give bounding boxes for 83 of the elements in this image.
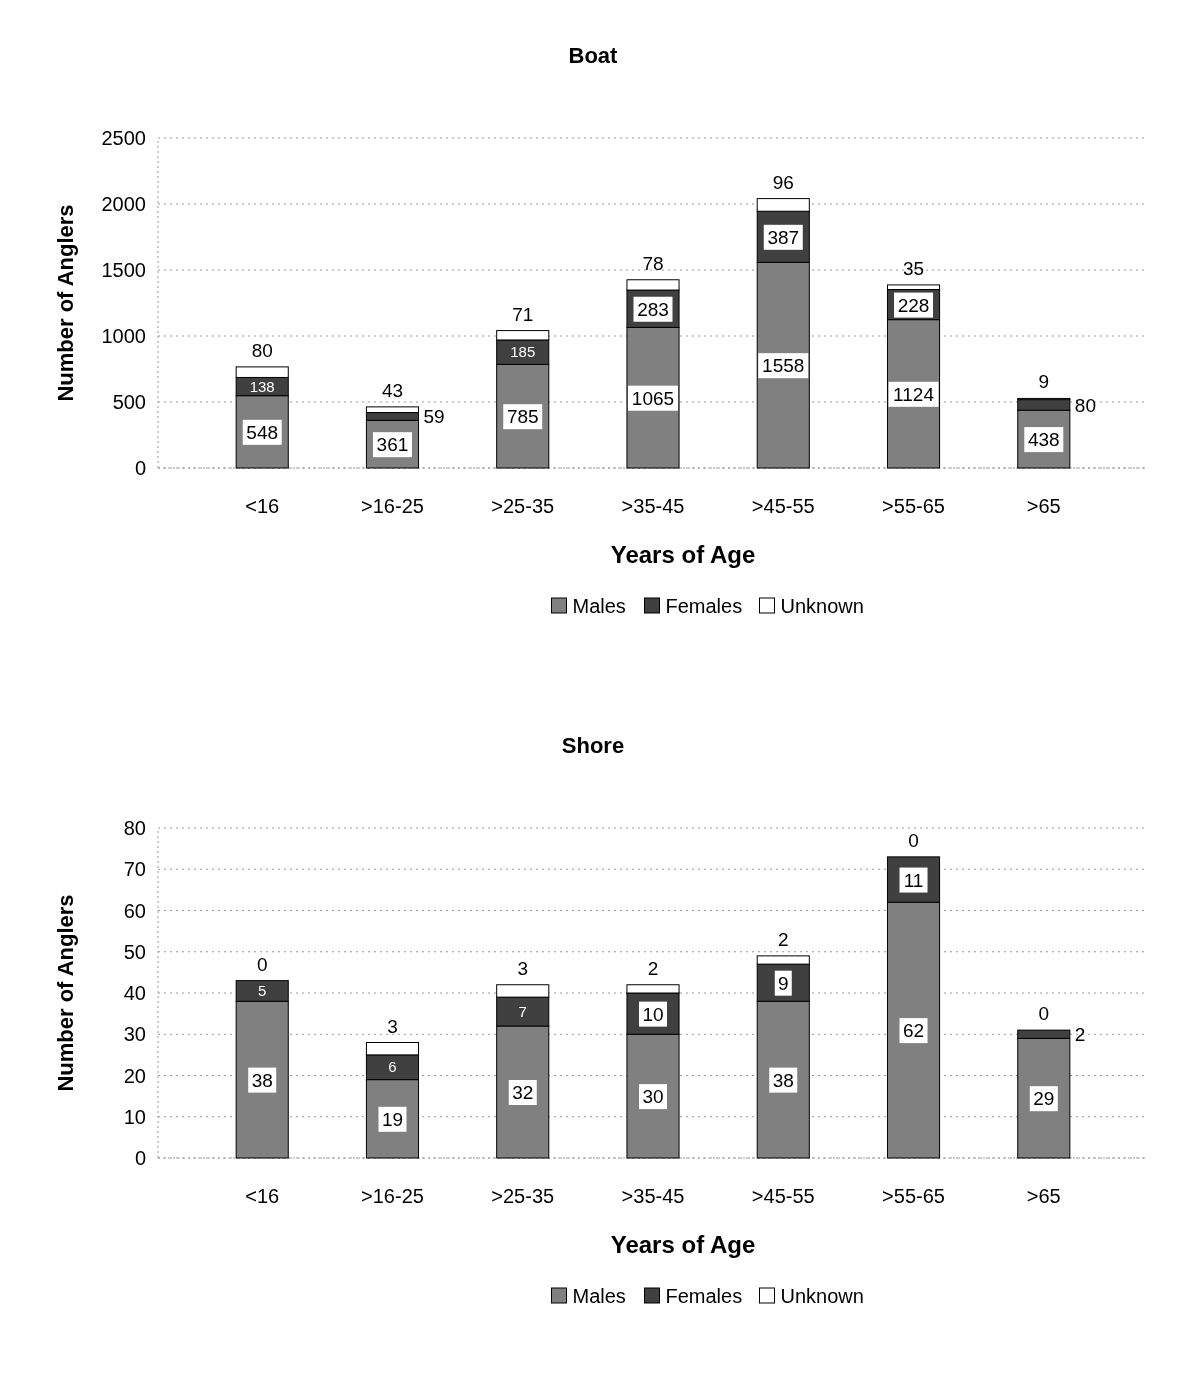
data-label: 0 — [908, 829, 919, 851]
data-label: 80 — [251, 339, 273, 361]
data-label: 6 — [388, 1058, 397, 1076]
x-tick-label: >55-65 — [882, 495, 945, 517]
data-label: 38 — [251, 1069, 273, 1091]
x-tick-label: >35-45 — [621, 495, 685, 517]
x-tick-label: >25-35 — [491, 1185, 555, 1207]
data-label: 2 — [777, 928, 789, 950]
y-tick-label: 0 — [134, 457, 146, 479]
x-tick-label: >25-35 — [491, 495, 555, 517]
y-tick-label: 2000 — [101, 193, 146, 215]
data-label: 78 — [642, 252, 664, 274]
legend-label: Unknown — [780, 1285, 864, 1307]
data-label: 29 — [1033, 1088, 1055, 1110]
y-axis-title: Number of Anglers — [53, 894, 78, 1092]
data-label: 185 — [510, 343, 536, 361]
x-tick-label: >16-25 — [361, 495, 424, 517]
data-label: 9 — [777, 972, 789, 994]
chart-title: Boat — [568, 43, 619, 68]
data-label: 548 — [246, 421, 279, 443]
data-label: 96 — [772, 171, 794, 193]
y-tick-label: 0 — [134, 1147, 146, 1169]
data-label: 32 — [512, 1082, 534, 1103]
x-tick-label: >65 — [1026, 495, 1061, 517]
data-label: 2 — [1074, 1024, 1086, 1046]
y-tick-label: 70 — [123, 858, 146, 881]
data-label: 361 — [376, 434, 409, 456]
y-tick-label: 20 — [123, 1064, 146, 1087]
y-tick-label: 60 — [123, 899, 146, 922]
data-label: 71 — [512, 303, 534, 325]
legend-label: Females — [665, 595, 743, 617]
data-label: 438 — [1027, 429, 1060, 451]
data-label: 228 — [897, 294, 930, 316]
y-tick-label: 80 — [123, 817, 146, 839]
data-label: 3 — [517, 957, 529, 979]
data-label: 80 — [1074, 394, 1096, 416]
x-tick-label: >55-65 — [882, 1185, 945, 1207]
legend-label: Males — [572, 595, 626, 617]
data-label: 387 — [767, 226, 800, 248]
y-tick-label: 1000 — [101, 325, 146, 347]
data-label: 1065 — [631, 387, 675, 409]
data-label: 10 — [642, 1003, 664, 1025]
y-tick-label: 30 — [123, 1023, 146, 1046]
y-tick-label: 2500 — [101, 127, 146, 149]
data-label: 35 — [902, 257, 925, 279]
data-label: 7 — [518, 1002, 527, 1020]
data-label: 59 — [423, 406, 445, 428]
data-label: 2 — [647, 957, 659, 979]
data-label: 785 — [506, 406, 539, 428]
data-label: 283 — [637, 298, 669, 320]
x-tick-label: >35-45 — [621, 1185, 685, 1207]
data-label: 11 — [903, 869, 924, 891]
data-label: 38 — [772, 1069, 794, 1091]
x-tick-label: >45-55 — [751, 495, 815, 517]
data-label: 62 — [902, 1020, 925, 1042]
y-tick-label: 500 — [112, 391, 146, 413]
data-label: 3 — [387, 1015, 398, 1037]
y-tick-label: 40 — [123, 982, 146, 1004]
x-tick-label: >45-55 — [751, 1185, 815, 1207]
data-label: 0 — [256, 953, 268, 975]
y-tick-label: 50 — [123, 940, 146, 963]
x-axis-title: Years of Age — [610, 1231, 756, 1258]
y-tick-label: 10 — [123, 1105, 146, 1128]
legend-label: Females — [665, 1285, 743, 1307]
x-tick-label: <16 — [245, 495, 280, 517]
x-tick-label: >65 — [1026, 1185, 1061, 1207]
data-label: 1124 — [893, 383, 935, 405]
x-tick-label: >16-25 — [361, 1185, 424, 1207]
x-tick-label: <16 — [245, 1185, 280, 1207]
legend-label: Males — [572, 1285, 626, 1307]
legend-label: Unknown — [780, 595, 864, 617]
data-label: 30 — [642, 1086, 664, 1108]
data-label: 43 — [381, 379, 404, 401]
y-axis-title: Number of Anglers — [53, 204, 78, 402]
y-tick-label: 1500 — [101, 259, 146, 281]
data-label: 9 — [1038, 371, 1050, 393]
x-axis-title: Years of Age — [610, 541, 756, 568]
data-label: 138 — [249, 377, 275, 395]
data-label: 19 — [381, 1108, 404, 1130]
data-label: 5 — [258, 981, 267, 999]
data-label: 1558 — [762, 355, 805, 377]
data-label: 0 — [1038, 1003, 1050, 1025]
chart-title: Shore — [561, 733, 625, 758]
